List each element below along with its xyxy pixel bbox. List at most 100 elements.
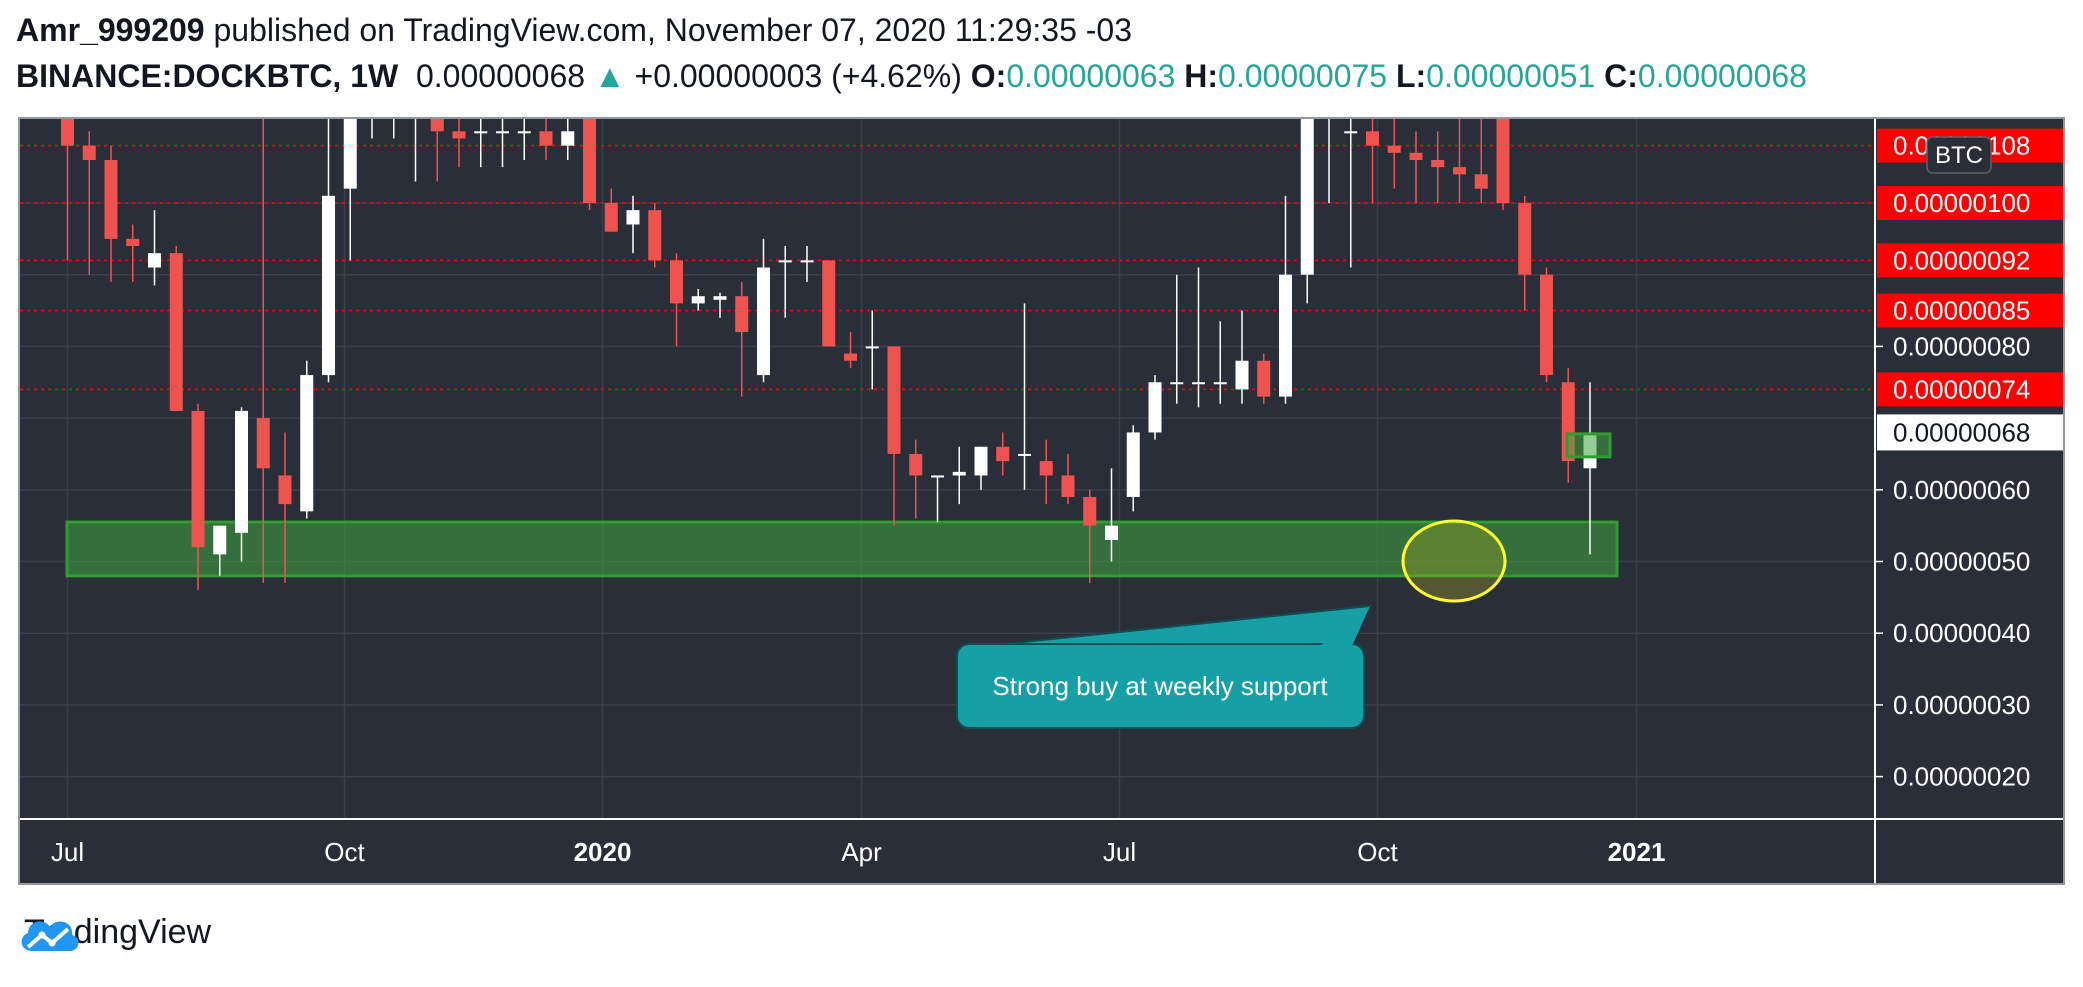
- candle-body: [517, 131, 531, 134]
- candle-body: [126, 238, 140, 247]
- support-test-ellipse: [1401, 519, 1507, 603]
- currency-badge-text: BTC: [1935, 142, 1983, 169]
- candle-60: [1366, 119, 1379, 203]
- candle-body: [61, 119, 74, 146]
- header-line-2: BINANCE:DOCKBTC, 1W 0.00000068 ▲ +0.0000…: [16, 58, 1807, 95]
- candle-body: [691, 296, 705, 304]
- candle-26: [626, 195, 640, 254]
- candle-body: [104, 159, 118, 239]
- candle-body: [1105, 525, 1118, 540]
- candle-body: [1431, 159, 1445, 168]
- candle-body: [1474, 174, 1488, 189]
- last-price: 0.00000068: [415, 58, 586, 94]
- candle-9: [256, 119, 270, 584]
- candle-body: [713, 296, 727, 300]
- low-label: L:: [1395, 58, 1427, 94]
- symbol-label: BINANCE:DOCKBTC, 1W: [16, 58, 399, 94]
- high-value: 0.00000075: [1218, 58, 1388, 94]
- x-tick-label: Jul: [51, 837, 84, 867]
- candle-21: [517, 119, 531, 160]
- callout-text: Strong buy at weekly support: [992, 671, 1328, 701]
- candle-body: [865, 346, 879, 349]
- chart-frame[interactable]: Strong buy at weekly support 0.00000020 0.…: [18, 117, 2065, 885]
- candle-49: [1126, 425, 1140, 512]
- candle-body: [1387, 145, 1401, 153]
- candle-57: [1300, 119, 1314, 304]
- candle-25: [604, 188, 618, 232]
- candle-body: [1235, 360, 1249, 390]
- candle-38: [887, 346, 901, 526]
- candle-53: [1213, 321, 1227, 404]
- level-price-text: 0.00000092: [1893, 245, 2030, 275]
- candle-body: [1213, 382, 1227, 385]
- candle-body: [1344, 131, 1358, 134]
- candle-42: [974, 446, 988, 490]
- candle-body: [974, 446, 988, 476]
- price-change: +0.00000003 (+4.62%): [634, 58, 962, 94]
- candle-12: [322, 119, 335, 383]
- candle-body: [670, 260, 683, 304]
- level-price-text: 0.00000074: [1893, 374, 2030, 404]
- candle-body: [909, 453, 923, 476]
- candle-35: [822, 260, 836, 347]
- candle-body: [952, 471, 966, 476]
- header-line-1: Amr_999209 published on TradingView.com,…: [16, 12, 1132, 49]
- candle-31: [735, 281, 749, 397]
- candle-body: [452, 131, 466, 139]
- callout-box: [956, 643, 1365, 729]
- candle-39: [909, 439, 923, 519]
- high-label: H:: [1184, 58, 1219, 94]
- candle-body: [1257, 360, 1271, 397]
- candle-14: [371, 119, 373, 139]
- candle-50: [1148, 375, 1162, 440]
- candle-22: [539, 119, 553, 160]
- candle-body: [300, 375, 314, 512]
- x-tick-label: 2021: [1608, 837, 1666, 867]
- candle-10: [278, 432, 292, 584]
- candle-body: [626, 210, 640, 225]
- candle-body: [1300, 119, 1314, 275]
- annotation-callout: Strong buy at weekly support: [956, 604, 1372, 729]
- candle-body: [256, 418, 270, 469]
- candle-body: [474, 131, 488, 134]
- x-tick-label: Jul: [1103, 837, 1136, 867]
- candle-4: [148, 210, 161, 286]
- candle-27: [648, 203, 662, 268]
- y-tick-label: 0.00000020: [1893, 762, 2030, 792]
- candle-66: [1496, 119, 1510, 211]
- support-zone: [65, 520, 1619, 578]
- candle-63: [1431, 131, 1445, 203]
- tradingview-logo-icon: [21, 921, 79, 951]
- close-label: C:: [1604, 58, 1638, 94]
- candle-2: [104, 145, 118, 282]
- candle-23: [561, 119, 575, 160]
- candle-30: [713, 292, 727, 318]
- candlestick-chart[interactable]: Strong buy at weekly support 0.00000020 0.…: [20, 119, 2063, 883]
- candle-body: [1039, 461, 1053, 476]
- candle-body: [496, 131, 509, 134]
- candle-body: [430, 119, 444, 132]
- candle-20: [496, 119, 509, 168]
- candle-body: [996, 446, 1010, 462]
- author-name[interactable]: Amr_999209: [16, 12, 205, 48]
- level-price-text: 0.00000085: [1893, 296, 2030, 326]
- close-value: 0.00000068: [1637, 58, 1807, 94]
- candle-body: [1018, 453, 1031, 456]
- low-value: 0.00000051: [1426, 58, 1596, 94]
- callout-pointer-join: [1320, 606, 1370, 646]
- candle-body: [931, 475, 944, 478]
- candle-body: [235, 410, 248, 533]
- candle-body: [800, 260, 814, 263]
- candle-19: [474, 119, 488, 168]
- candle-body: [191, 410, 205, 548]
- candle-3: [126, 224, 140, 282]
- level-price-tag: [1877, 372, 2063, 407]
- open-label: O:: [970, 58, 1007, 94]
- candle-body: [1518, 203, 1532, 275]
- candle-48: [1105, 468, 1118, 562]
- candle-body: [322, 195, 335, 376]
- candle-46: [1061, 453, 1075, 505]
- candle-body: [844, 353, 857, 361]
- candle-67: [1518, 195, 1532, 311]
- last-price-tag: [1877, 414, 2063, 451]
